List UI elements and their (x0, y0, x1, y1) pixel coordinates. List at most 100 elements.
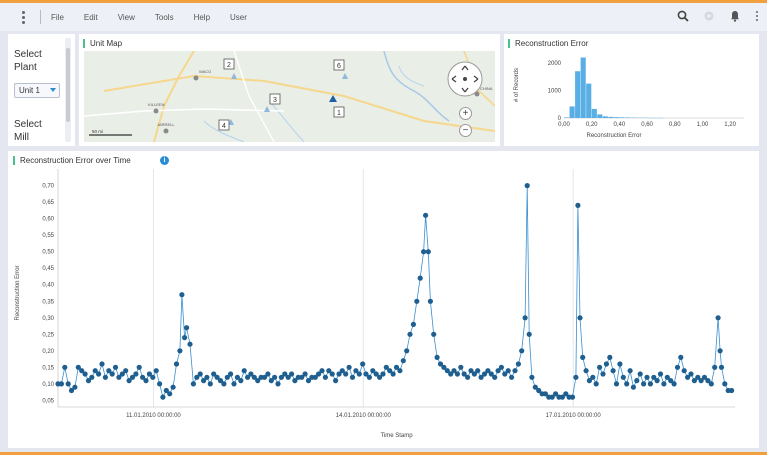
ts-data-point[interactable] (326, 368, 332, 374)
ts-data-point[interactable] (651, 374, 657, 380)
ts-data-point[interactable] (421, 249, 427, 255)
ts-data-point[interactable] (475, 368, 481, 374)
menu-help[interactable]: Help (193, 12, 211, 22)
hist-bar[interactable] (586, 83, 592, 118)
ts-data-point[interactable] (580, 354, 586, 360)
ts-data-point[interactable] (661, 381, 667, 387)
ts-data-point[interactable] (316, 371, 322, 377)
ts-data-point[interactable] (444, 368, 450, 374)
menu-edit[interactable]: Edit (83, 12, 98, 22)
ts-data-point[interactable] (495, 368, 501, 374)
ts-data-point[interactable] (498, 364, 504, 370)
ts-data-point[interactable] (126, 378, 132, 384)
ts-data-point[interactable] (167, 391, 173, 397)
ts-data-point[interactable] (322, 374, 328, 380)
ts-data-point[interactable] (96, 371, 102, 377)
ts-data-point[interactable] (275, 381, 281, 387)
ts-data-point[interactable] (261, 374, 268, 380)
ts-data-point[interactable] (136, 364, 142, 370)
unit-dropdown[interactable]: Unit 1 (14, 83, 60, 98)
unit-marker-2[interactable]: 2 (223, 58, 237, 79)
ts-data-point[interactable] (715, 315, 721, 321)
ts-data-point[interactable] (468, 368, 474, 374)
ts-data-point[interactable] (187, 341, 193, 347)
ts-data-point[interactable] (255, 378, 261, 384)
ts-data-point[interactable] (512, 368, 518, 374)
ts-data-point[interactable] (509, 374, 515, 380)
ts-data-point[interactable] (664, 374, 670, 380)
ts-data-point[interactable] (451, 368, 457, 374)
ts-data-point[interactable] (302, 371, 308, 377)
ts-data-point[interactable] (62, 364, 68, 370)
ts-data-point[interactable] (708, 381, 714, 387)
ts-data-point[interactable] (211, 371, 217, 377)
ts-data-point[interactable] (647, 381, 654, 387)
ts-data-point[interactable] (441, 364, 447, 370)
ts-data-point[interactable] (400, 358, 406, 364)
hist-bar[interactable] (575, 71, 581, 118)
ts-data-point[interactable] (404, 348, 410, 354)
ts-data-point[interactable] (153, 368, 159, 374)
hist-bar[interactable] (591, 108, 597, 118)
ts-data-point[interactable] (343, 371, 349, 377)
ts-data-point[interactable] (603, 361, 610, 367)
ts-data-point[interactable] (170, 384, 176, 390)
ts-data-point[interactable] (119, 371, 125, 377)
ts-data-point[interactable] (272, 374, 278, 380)
ts-data-point[interactable] (471, 371, 477, 377)
ts-data-point[interactable] (481, 371, 488, 377)
ts-data-point[interactable] (657, 371, 664, 377)
ts-data-point[interactable] (417, 275, 423, 281)
ts-data-point[interactable] (681, 368, 687, 374)
ts-data-point[interactable] (729, 387, 735, 394)
ts-data-point[interactable] (705, 378, 711, 384)
ts-data-point[interactable] (617, 361, 623, 367)
ts-data-point[interactable] (644, 374, 650, 380)
ts-data-point[interactable] (722, 381, 728, 387)
ts-data-point[interactable] (387, 368, 393, 374)
ts-data-point[interactable] (356, 371, 362, 377)
ts-data-point[interactable] (245, 374, 251, 380)
ts-data-point[interactable] (563, 391, 569, 397)
hist-bar[interactable] (597, 114, 603, 118)
ts-data-point[interactable] (333, 378, 339, 384)
ts-data-point[interactable] (492, 374, 498, 380)
ts-data-point[interactable] (448, 371, 454, 377)
ts-data-point[interactable] (305, 378, 312, 384)
ts-data-point[interactable] (461, 371, 467, 377)
unit-marker-4[interactable]: 4 (218, 119, 234, 131)
ts-data-point[interactable] (65, 381, 71, 387)
ts-data-point[interactable] (586, 378, 593, 384)
ts-data-point[interactable] (610, 368, 616, 374)
hist-bar[interactable] (580, 57, 586, 119)
ts-data-point[interactable] (454, 371, 460, 377)
ts-data-point[interactable] (524, 183, 530, 189)
ts-data-point[interactable] (425, 249, 431, 255)
ts-data-point[interactable] (265, 371, 271, 377)
ts-data-point[interactable] (397, 368, 403, 374)
ts-data-point[interactable] (224, 374, 230, 380)
ts-data-point[interactable] (129, 374, 136, 380)
ts-data-point[interactable] (607, 354, 613, 360)
ts-data-point[interactable] (282, 371, 288, 377)
menu-user[interactable]: User (230, 12, 247, 22)
ts-data-point[interactable] (502, 371, 508, 377)
ts-data-point[interactable] (698, 378, 704, 384)
ts-data-point[interactable] (393, 364, 400, 370)
ts-data-point[interactable] (654, 378, 660, 384)
ts-data-point[interactable] (613, 381, 620, 387)
ts-data-point[interactable] (182, 335, 188, 341)
ts-data-point[interactable] (251, 374, 257, 380)
ts-data-point[interactable] (299, 374, 305, 380)
ts-data-point[interactable] (423, 212, 429, 218)
unit-marker-6[interactable]: 6 (333, 59, 348, 79)
ts-data-point[interactable] (695, 374, 701, 380)
ts-data-point[interactable] (717, 348, 723, 354)
ts-data-point[interactable] (380, 371, 386, 377)
ts-data-point[interactable] (99, 361, 105, 367)
ts-data-point[interactable] (390, 371, 396, 377)
ts-data-point[interactable] (179, 292, 185, 298)
ts-data-point[interactable] (427, 298, 433, 304)
ts-data-point[interactable] (434, 354, 440, 360)
ts-data-point[interactable] (143, 378, 149, 384)
